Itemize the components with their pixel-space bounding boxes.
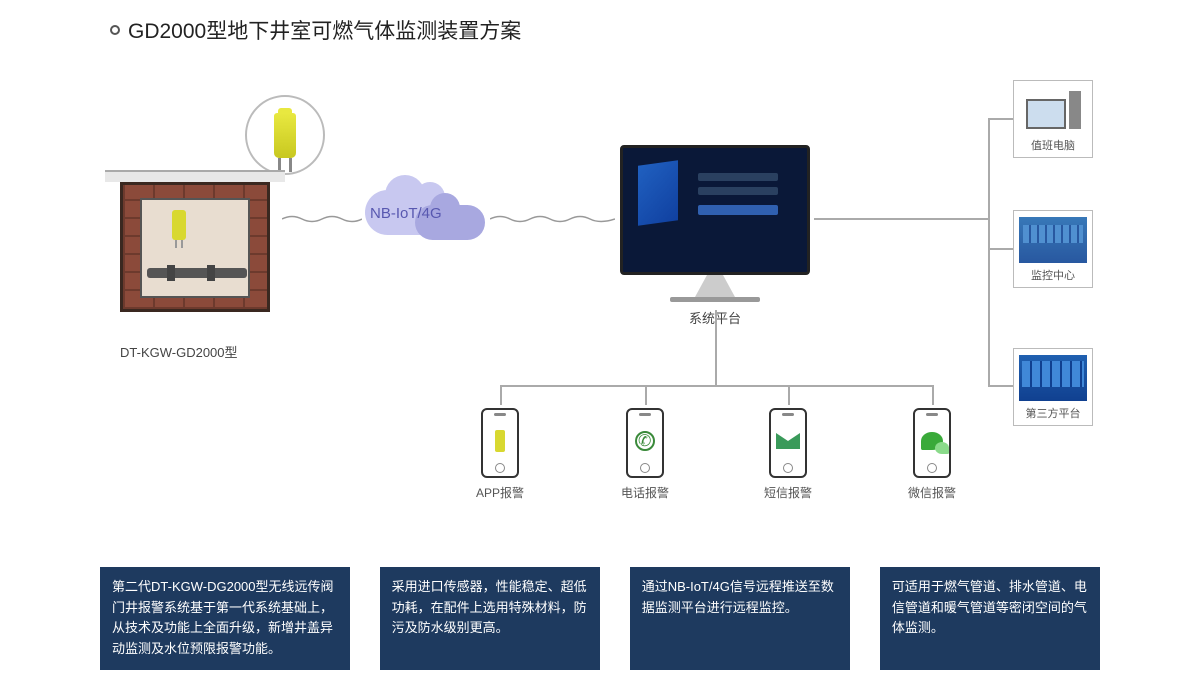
phone-label: 电话报警 bbox=[615, 484, 675, 501]
app-sensor-icon bbox=[495, 430, 505, 452]
output-monitor-center: 监控中心 bbox=[1013, 210, 1093, 288]
wechat-icon bbox=[921, 432, 943, 450]
sensor-callout bbox=[245, 95, 325, 175]
monitor-base bbox=[670, 297, 760, 302]
info-row: 第二代DT-KGW-DG2000型无线远传阀门井报警系统基于第一代系统基础上，从… bbox=[100, 567, 1100, 670]
sensor-installed-icon bbox=[172, 210, 186, 240]
ground-surface bbox=[105, 170, 285, 182]
output-label: 值班电脑 bbox=[1018, 137, 1088, 153]
info-box-3: 通过NB-IoT/4G信号远程推送至数据监测平台进行远程监控。 bbox=[630, 567, 850, 670]
login-panel-icon bbox=[698, 163, 778, 223]
connector-line bbox=[988, 118, 1013, 120]
title-row: GD2000型地下井室可燃气体监测装置方案 bbox=[0, 0, 1200, 45]
monitor-stand bbox=[695, 275, 735, 297]
sms-icon bbox=[776, 433, 800, 449]
phone-label: APP报警 bbox=[470, 484, 530, 501]
info-box-2: 采用进口传感器，性能稳定、超低功耗，在配件上选用特殊材料，防污及防水级别更高。 bbox=[380, 567, 600, 670]
connector-line bbox=[500, 385, 933, 387]
alert-app: APP报警 bbox=[470, 408, 530, 501]
phone-icon bbox=[481, 408, 519, 478]
cloud-label: NB-IoT/4G bbox=[370, 205, 442, 222]
wireless-link-1 bbox=[282, 218, 362, 220]
pipe-icon bbox=[147, 268, 247, 278]
cloud-network: NB-IoT/4G bbox=[365, 190, 455, 235]
chamber-label: DT-KGW-GD2000型 bbox=[120, 342, 238, 361]
connector-line bbox=[814, 218, 989, 220]
title-bullet-icon bbox=[110, 25, 120, 35]
output-label: 第三方平台 bbox=[1018, 405, 1088, 421]
connector-line bbox=[788, 385, 790, 405]
info-box-1: 第二代DT-KGW-DG2000型无线远传阀门井报警系统基于第一代系统基础上，从… bbox=[100, 567, 350, 670]
connector-line bbox=[988, 385, 1013, 387]
monitor-icon bbox=[620, 145, 810, 275]
connector-line bbox=[932, 385, 934, 405]
wireless-link-2 bbox=[490, 218, 615, 220]
server-icon bbox=[638, 160, 678, 226]
alert-sms: 短信报警 bbox=[758, 408, 818, 501]
control-room-icon bbox=[1019, 217, 1087, 263]
connector-line bbox=[715, 310, 717, 385]
phone-icon bbox=[913, 408, 951, 478]
connector-line bbox=[988, 248, 1013, 250]
pc-icon bbox=[1026, 91, 1081, 129]
architecture-diagram: DT-KGW-GD2000型 NB-IoT/4G 系统平台 bbox=[100, 60, 1100, 520]
output-third-party: 第三方平台 bbox=[1013, 348, 1093, 426]
connector-line bbox=[500, 385, 502, 405]
alert-wechat: 微信报警 bbox=[902, 408, 962, 501]
phone-label: 短信报警 bbox=[758, 484, 818, 501]
control-room-icon bbox=[1019, 355, 1087, 401]
info-box-4: 可适用于燃气管道、排水管道、电信管道和暖气管道等密闭空间的气体监测。 bbox=[880, 567, 1100, 670]
sensor-device-icon bbox=[274, 113, 296, 158]
alert-phone-call: 电话报警 bbox=[615, 408, 675, 501]
output-duty-pc: 值班电脑 bbox=[1013, 80, 1093, 158]
connector-line bbox=[988, 118, 990, 386]
underground-chamber bbox=[110, 170, 280, 315]
output-label: 监控中心 bbox=[1018, 267, 1088, 283]
phone-icon bbox=[769, 408, 807, 478]
chamber-interior bbox=[140, 198, 250, 298]
connector-line bbox=[645, 385, 647, 405]
phone-label: 微信报警 bbox=[902, 484, 962, 501]
phone-icon bbox=[626, 408, 664, 478]
page-title: GD2000型地下井室可燃气体监测装置方案 bbox=[128, 15, 521, 45]
phone-call-icon bbox=[635, 431, 655, 451]
system-platform: 系统平台 bbox=[620, 145, 810, 327]
